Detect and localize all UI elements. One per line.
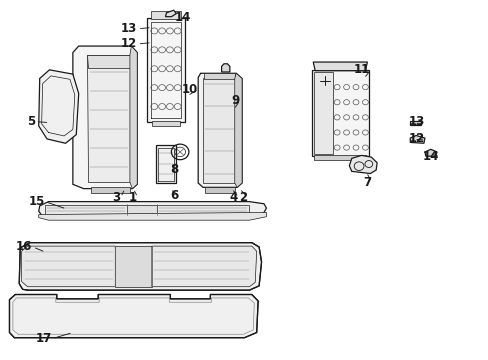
Text: 14: 14 — [174, 12, 190, 24]
Polygon shape — [87, 55, 130, 182]
Text: 14: 14 — [422, 150, 439, 163]
Polygon shape — [148, 22, 161, 27]
Polygon shape — [127, 204, 157, 215]
Polygon shape — [203, 73, 234, 79]
Text: 13: 13 — [408, 115, 424, 128]
Polygon shape — [73, 46, 137, 189]
Text: 11: 11 — [353, 63, 369, 76]
Text: 5: 5 — [26, 115, 35, 128]
Polygon shape — [234, 73, 242, 187]
Polygon shape — [409, 135, 424, 143]
Polygon shape — [39, 70, 79, 143]
Polygon shape — [409, 121, 420, 125]
Polygon shape — [150, 36, 165, 42]
Polygon shape — [204, 187, 234, 193]
Polygon shape — [157, 204, 249, 215]
Polygon shape — [9, 294, 258, 338]
Text: 1: 1 — [129, 191, 137, 204]
Polygon shape — [44, 204, 127, 215]
Text: 12: 12 — [121, 37, 137, 50]
Polygon shape — [130, 46, 137, 189]
Polygon shape — [424, 149, 436, 156]
Text: 13: 13 — [121, 22, 137, 35]
Polygon shape — [203, 78, 236, 183]
Polygon shape — [313, 156, 366, 160]
Text: 10: 10 — [182, 83, 198, 96]
Polygon shape — [348, 156, 376, 174]
Text: 9: 9 — [231, 94, 239, 107]
Polygon shape — [147, 18, 184, 122]
Polygon shape — [39, 202, 266, 217]
Polygon shape — [39, 212, 266, 220]
Text: 3: 3 — [112, 191, 120, 204]
Polygon shape — [91, 187, 130, 193]
Text: 6: 6 — [170, 189, 178, 202]
Polygon shape — [311, 70, 368, 156]
Text: 2: 2 — [238, 191, 246, 204]
Text: 17: 17 — [36, 332, 52, 345]
Polygon shape — [115, 246, 152, 287]
Text: 12: 12 — [408, 132, 424, 145]
Polygon shape — [152, 246, 256, 287]
Polygon shape — [21, 246, 115, 287]
Polygon shape — [19, 243, 261, 290]
Polygon shape — [313, 72, 332, 154]
Polygon shape — [165, 10, 176, 17]
Text: 15: 15 — [28, 195, 44, 208]
Polygon shape — [151, 12, 181, 19]
Polygon shape — [313, 62, 366, 71]
Polygon shape — [87, 55, 130, 68]
Polygon shape — [152, 121, 180, 126]
Text: 7: 7 — [363, 176, 370, 189]
Polygon shape — [198, 73, 242, 187]
Text: 16: 16 — [16, 240, 32, 253]
Polygon shape — [221, 64, 229, 72]
Text: 8: 8 — [170, 163, 178, 176]
Polygon shape — [156, 145, 176, 183]
Text: 4: 4 — [229, 191, 238, 204]
